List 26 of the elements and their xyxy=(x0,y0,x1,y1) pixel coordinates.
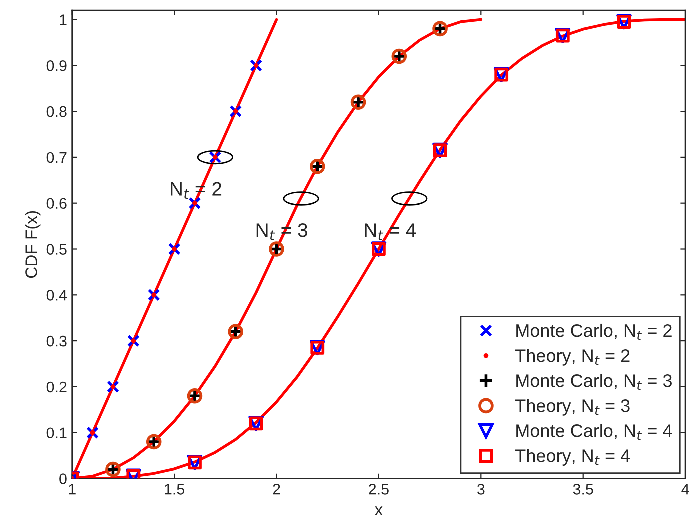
legend-label: Monte Carlo, N$_{t}$ = 3 xyxy=(516,374,672,390)
x-tick-label: 3 xyxy=(477,484,485,495)
x-tick-label: 1 xyxy=(69,484,76,495)
legend-label: Theory, N$_{t}$ = 4 xyxy=(516,449,630,466)
y-tick-label: 0.7 xyxy=(46,152,67,164)
y-tick-label: 0.1 xyxy=(46,428,67,439)
x-tick-label: 4 xyxy=(682,484,689,495)
legend-label: Theory, N$_{t}$ = 3 xyxy=(516,399,630,416)
y-tick-label: 0.9 xyxy=(46,60,67,72)
y-tick-label: 0.8 xyxy=(46,106,67,118)
x-tick-label: 1.5 xyxy=(165,484,185,495)
x-tick-label: 2 xyxy=(273,484,280,495)
x-tick-label: 2.5 xyxy=(369,484,389,495)
y-tick-label: 0.4 xyxy=(46,290,68,301)
y-tick-label: 0.3 xyxy=(46,336,67,347)
x-axis-title: x xyxy=(374,506,383,516)
x-tick-label: 3.5 xyxy=(573,484,594,495)
legend-label: Monte Carlo, N$_{t}$ = 2 xyxy=(516,324,672,340)
y-tick-label: 0.5 xyxy=(46,244,67,255)
y-tick-label: 0.6 xyxy=(46,198,67,210)
y-tick-label: 1 xyxy=(60,14,67,26)
y-tick-label: 0.2 xyxy=(46,382,67,393)
legend-label: Monte Carlo, N$_{t}$ = 4 xyxy=(516,424,672,440)
y-axis-title: CDF F(x) xyxy=(25,211,41,278)
legend-label: Theory, N$_{t}$ = 2 xyxy=(516,349,630,366)
y-tick-label: 0 xyxy=(60,474,67,484)
